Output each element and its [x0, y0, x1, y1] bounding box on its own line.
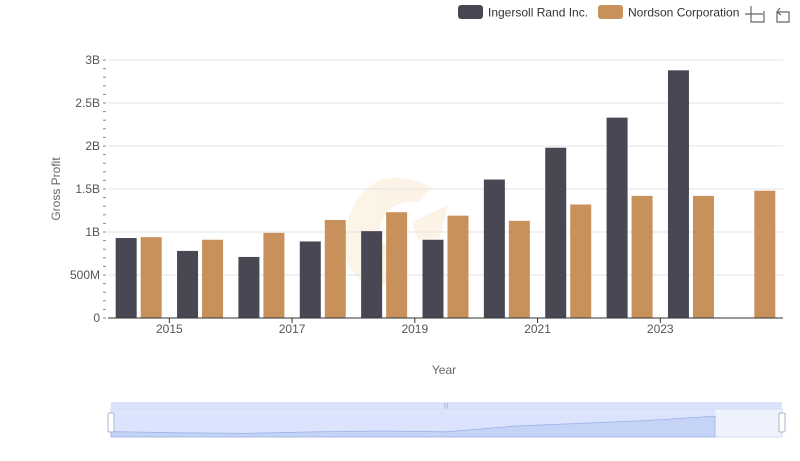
bar-nordson-2020[interactable] — [508, 220, 530, 318]
x-tick-label: 2015 — [156, 322, 183, 336]
y-tick-label: 0 — [93, 311, 100, 325]
y-tick-label: 1.5B — [75, 182, 100, 196]
bar-nordson-2024[interactable] — [754, 190, 776, 318]
y-axis-labels: 0 500M 1B 1.5B 2B 2.5B 3B — [70, 53, 100, 325]
datazoom-handle-left[interactable] — [107, 412, 115, 433]
legend-item-ingersoll[interactable]: Ingersoll Rand Inc. — [458, 5, 588, 20]
x-axis-labels: 2015 2017 2019 2021 2023 — [156, 322, 674, 336]
x-tick-label: 2023 — [647, 322, 674, 336]
datazoom-handle-label: ||| — [444, 404, 449, 410]
bar-ingersoll-2017[interactable] — [299, 241, 321, 318]
bar-ingersoll-2021[interactable] — [545, 147, 567, 318]
bar-ingersoll-2020[interactable] — [483, 179, 505, 318]
bar-nordson-2022[interactable] — [631, 195, 653, 318]
x-axis-title: Year — [432, 363, 456, 377]
bar-nordson-2015[interactable] — [202, 239, 224, 318]
restore-icon[interactable] — [776, 7, 790, 23]
y-tick-label: 500M — [70, 268, 100, 282]
bar-nordson-2016[interactable] — [263, 232, 285, 318]
bar-ingersoll-2018[interactable] — [361, 231, 383, 318]
x-tick-label: 2017 — [279, 322, 306, 336]
x-axis-ticks — [168, 318, 661, 323]
bar-ingersoll-2015[interactable] — [177, 250, 199, 318]
data-zoom-slider[interactable]: ||| — [107, 402, 786, 438]
bars — [115, 70, 776, 319]
y-tick-label: 2B — [85, 139, 100, 153]
y-minor-ticks — [103, 59, 106, 319]
legend-swatch-ingersoll — [458, 5, 483, 19]
datazoom-top-bar — [111, 402, 782, 409]
bar-nordson-2018[interactable] — [386, 212, 408, 318]
bar-nordson-2017[interactable] — [324, 219, 346, 318]
bar-ingersoll-2023[interactable] — [667, 70, 689, 318]
legend-label-nordson: Nordson Corporation — [628, 6, 739, 20]
bar-ingersoll-2019[interactable] — [422, 239, 444, 318]
y-tick-label: 1B — [85, 225, 100, 239]
legend: Ingersoll Rand Inc. Nordson Corporation — [458, 5, 739, 20]
y-axis-title: Gross Profit — [49, 157, 63, 221]
bar-nordson-2023[interactable] — [692, 195, 714, 318]
x-tick-label: 2019 — [401, 322, 428, 336]
legend-swatch-nordson — [598, 5, 623, 19]
legend-item-nordson[interactable]: Nordson Corporation — [598, 5, 739, 20]
bar-ingersoll-2016[interactable] — [238, 256, 260, 318]
x-tick-label: 2021 — [524, 322, 551, 336]
zoom-select-icon[interactable] — [745, 6, 765, 23]
y-tick-label: 3B — [85, 53, 100, 67]
bar-ingersoll-2022[interactable] — [606, 117, 628, 319]
datazoom-handle-right[interactable] — [778, 412, 786, 433]
legend-label-ingersoll: Ingersoll Rand Inc. — [488, 6, 588, 20]
y-tick-label: 2.5B — [75, 96, 100, 110]
bar-ingersoll-2014[interactable] — [115, 238, 137, 318]
bar-nordson-2014[interactable] — [140, 237, 162, 318]
bar-nordson-2019[interactable] — [447, 215, 469, 318]
bar-nordson-2021[interactable] — [570, 204, 592, 318]
datazoom-mini-line — [110, 415, 716, 438]
